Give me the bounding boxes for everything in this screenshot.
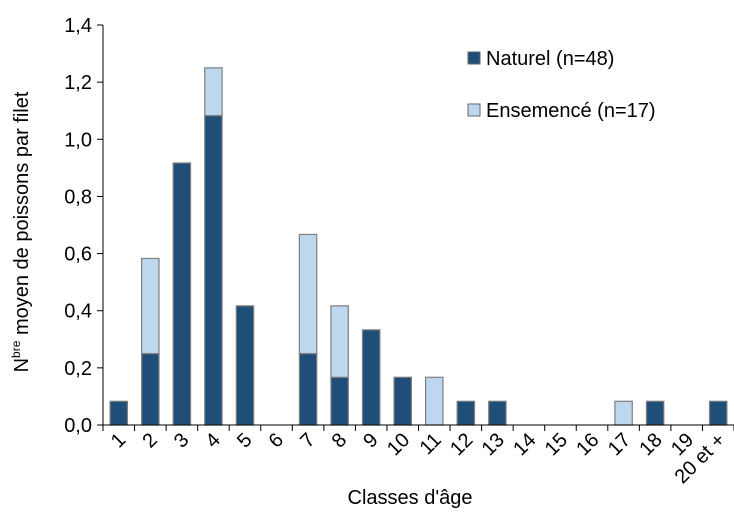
y-tick-label: 1,2: [64, 72, 92, 94]
y-tick-label: 0,0: [64, 415, 92, 437]
bar-naturel: [298, 352, 318, 426]
bar-naturel: [172, 162, 192, 426]
x-tick-label: 15: [541, 429, 572, 460]
bar-naturel: [361, 329, 381, 426]
x-tick-label: 9: [359, 429, 382, 452]
y-axis-title: Nbre moyen de poissons par filet: [9, 91, 33, 372]
x-tick-label: 2: [138, 429, 161, 452]
x-tick-label: 1: [107, 429, 130, 452]
y-tick-label: 1,4: [64, 15, 92, 37]
x-tick-label: 13: [478, 429, 509, 460]
x-tick-label: 17: [604, 429, 635, 460]
y-tick-label: 0,8: [64, 186, 92, 208]
y-axis-title-superscript: bre: [9, 340, 23, 358]
bar-ensemence: [204, 67, 223, 117]
x-tick-label: 7: [296, 429, 319, 452]
x-tick-label: 16: [572, 429, 603, 460]
x-tick-label: 4: [202, 429, 225, 452]
legend-label-naturel: Naturel (n=48): [486, 48, 614, 70]
bar-naturel: [109, 400, 129, 426]
x-axis-title: Classes d'âge: [348, 487, 473, 509]
bar-naturel: [708, 400, 728, 426]
y-axis-title-suffix: moyen de poissons par filet: [11, 91, 33, 340]
bar-naturel: [488, 400, 507, 426]
bars-group: [109, 67, 728, 426]
x-tick-label: 14: [509, 429, 540, 460]
bar-ensemence: [424, 376, 444, 426]
x-tick-label: 5: [233, 429, 256, 452]
x-tick-label: 3: [170, 429, 193, 452]
y-ticks-group: 0,0 0,2 0,4 0,6 0,8 1,0 1,2 1,4: [64, 15, 103, 437]
y-tick-label: 0,6: [64, 244, 92, 266]
legend-item-naturel: Naturel (n=48): [467, 48, 614, 70]
y-tick-label: 0,4: [64, 301, 92, 323]
y-tick-label: 1,0: [64, 129, 92, 151]
legend-swatch-naturel: [467, 51, 481, 65]
y-axis-title-prefix: N: [11, 358, 33, 372]
bar-ensemence: [141, 257, 160, 355]
bar-naturel: [330, 376, 349, 426]
x-tick-label: 18: [635, 429, 666, 460]
bar-ensemence: [614, 400, 633, 426]
legend-item-ensemence: Ensemencé (n=17): [467, 100, 656, 122]
x-tick-label: 8: [328, 429, 351, 452]
bar-ensemence: [298, 233, 318, 355]
x-tick-label: 10: [383, 429, 414, 460]
axes-group: [102, 25, 734, 426]
bar-ensemence: [330, 305, 349, 378]
x-tick-label: 11: [416, 429, 446, 459]
bar-naturel: [456, 400, 476, 426]
y-tick-label: 0,2: [64, 358, 92, 380]
legend-label-ensemence: Ensemencé (n=17): [486, 100, 656, 122]
x-tick-label: 6: [265, 429, 288, 452]
bar-naturel: [141, 352, 160, 426]
legend-swatch-ensemence: [467, 103, 481, 117]
legend: Naturel (n=48) Ensemencé (n=17): [467, 48, 656, 122]
bar-naturel: [204, 114, 223, 426]
bar-naturel: [645, 400, 665, 426]
bar-naturel: [235, 305, 255, 426]
x-tick-label: 12: [446, 429, 477, 460]
bar-naturel: [393, 376, 413, 426]
